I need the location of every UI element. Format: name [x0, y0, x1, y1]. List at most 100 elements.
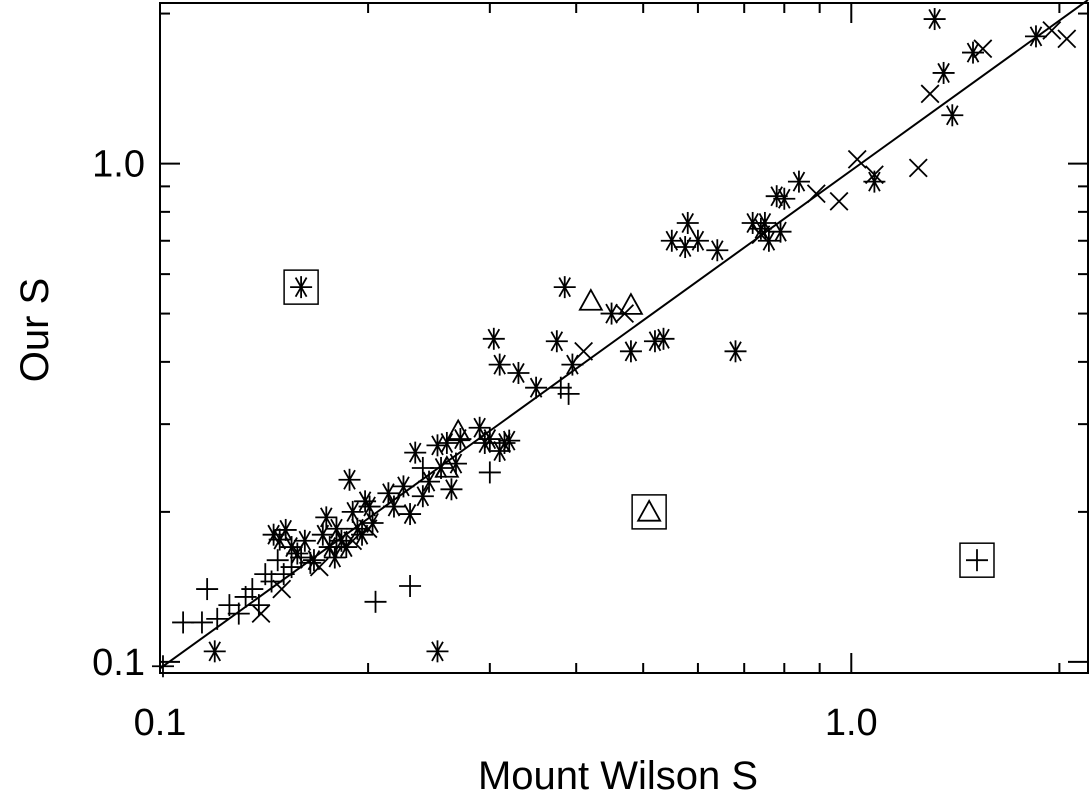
outlier-box [631, 494, 667, 530]
data-point-asterisk [274, 518, 297, 541]
data-point-asterisk [444, 452, 467, 475]
data-point-plus [266, 549, 289, 572]
data-point-plus [478, 461, 501, 484]
data-point-plus [557, 382, 580, 405]
y-tick-label: 0.1 [92, 642, 145, 684]
data-point-x [358, 519, 378, 539]
data-point-asterisk [377, 482, 400, 505]
data-point-plus [299, 551, 322, 574]
data-point-asterisk [404, 441, 427, 464]
data-point-asterisk [941, 104, 964, 127]
data-point-asterisk [507, 361, 530, 384]
data-point-plus [190, 611, 213, 634]
x-axis-label: Mount Wilson S [478, 754, 758, 794]
data-point-plus [290, 546, 313, 569]
data-point-asterisk [932, 61, 955, 84]
data-point-asterisk [724, 340, 747, 363]
data-point-asterisk [411, 485, 434, 508]
data-point-x [973, 39, 993, 59]
data-point-x [1057, 29, 1077, 49]
data-point-x [829, 191, 849, 211]
data-point-asterisk [392, 475, 415, 498]
data-point-plus [325, 536, 348, 559]
data-point-plus [172, 611, 195, 634]
data-point-triangle [445, 418, 471, 442]
plot-frame [159, 2, 1089, 674]
data-point-plus [965, 549, 988, 572]
data-point-asterisk [338, 468, 361, 491]
data-point-asterisk [923, 8, 946, 31]
data-point-x [751, 225, 771, 245]
data-point-plus [411, 456, 434, 479]
tick-labels: 0.1 1.0 0.1 1.0 [92, 144, 878, 744]
fit-line-layer [159, 0, 1089, 670]
data-point-asterisk [399, 503, 422, 526]
data-point-asterisk [435, 431, 458, 454]
data-point-asterisk [203, 640, 226, 663]
data-point-asterisk [773, 187, 796, 210]
data-point-asterisk [262, 523, 285, 546]
data-point-asterisk [525, 376, 548, 399]
y-tick-label: 1.0 [92, 144, 145, 186]
data-point-x [864, 165, 884, 185]
data-point-x [908, 158, 928, 178]
data-point-x [574, 341, 594, 361]
data-point-asterisk [600, 302, 623, 325]
data-point-asterisk [676, 211, 699, 234]
y-axis-label: Our S [13, 278, 57, 382]
data-point-asterisk [440, 478, 463, 501]
data-point-asterisk [293, 529, 316, 552]
data-point-plus [227, 602, 250, 625]
data-points-layer [151, 8, 1077, 678]
fit-line [159, 0, 1089, 670]
data-point-x [343, 531, 363, 551]
data-point-asterisk [660, 229, 683, 252]
data-point-asterisk [561, 353, 584, 376]
plot-border [159, 2, 1089, 674]
data-point-x [847, 149, 867, 169]
data-point-asterisk [482, 327, 505, 350]
axis-ticks [159, 3, 1088, 673]
data-point-asterisk [325, 517, 348, 540]
x-tick-label: 1.0 [825, 702, 878, 744]
data-point-triangle [434, 455, 460, 478]
data-point-plus [399, 575, 422, 598]
data-point-plus [260, 570, 283, 593]
data-point-triangle [636, 499, 662, 522]
data-point-x [920, 84, 940, 104]
data-point-asterisk [787, 170, 810, 193]
outlier-box [959, 542, 995, 578]
data-point-x [251, 604, 271, 624]
data-point-plus [218, 594, 241, 617]
data-point-asterisk [315, 506, 338, 529]
data-point-x [309, 557, 329, 577]
data-point-asterisk [488, 353, 511, 376]
data-point-asterisk [478, 428, 501, 451]
data-point-triangle [618, 292, 644, 315]
data-point-x [1042, 20, 1062, 40]
data-point-triangle [578, 288, 604, 311]
data-point-asterisk [769, 220, 792, 243]
data-point-plus [241, 578, 264, 601]
data-point-asterisk [418, 470, 441, 493]
data-point-asterisk [652, 327, 675, 350]
data-point-plus [206, 607, 229, 630]
data-point-asterisk [753, 211, 776, 234]
data-point-plus [196, 578, 219, 601]
outlier-box [283, 269, 319, 305]
data-point-asterisk [619, 340, 642, 363]
data-point-asterisk [545, 330, 568, 353]
data-point-asterisk [686, 229, 709, 252]
data-point-asterisk [1024, 25, 1047, 48]
x-tick-label: 0.1 [134, 702, 187, 744]
data-point-asterisk [962, 41, 985, 64]
data-point-plus [364, 590, 387, 613]
data-point-asterisk [498, 429, 521, 452]
data-point-asterisk [382, 495, 405, 518]
data-point-asterisk [706, 239, 729, 262]
data-point-asterisk [553, 276, 576, 299]
data-point-asterisk [426, 640, 449, 663]
data-point-plus [280, 556, 303, 579]
data-point-x [806, 184, 826, 204]
